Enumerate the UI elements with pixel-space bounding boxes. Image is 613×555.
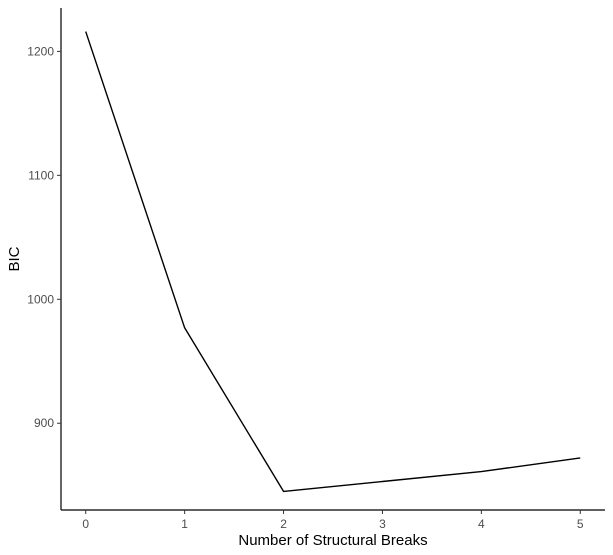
y-tick-label: 1200 xyxy=(27,44,54,58)
series xyxy=(85,31,581,493)
x-tick-label: 2 xyxy=(280,517,287,531)
x-tick-label: 1 xyxy=(181,517,188,531)
x-axis-title: Number of Structural Breaks xyxy=(238,532,427,549)
x-tick-label: 5 xyxy=(577,517,584,531)
axes xyxy=(60,8,605,511)
x-tick-label: 4 xyxy=(478,517,485,531)
x-tick-label: 0 xyxy=(82,517,89,531)
y-tick-label: 900 xyxy=(34,416,54,430)
ticks: 0 1 2 3 4 5 900 1000 1100 1200 xyxy=(27,44,584,531)
x-tick-label: 3 xyxy=(379,517,386,531)
y-tick-label: 1100 xyxy=(28,168,54,182)
series-line xyxy=(85,31,581,493)
y-tick-label: 1000 xyxy=(27,292,54,306)
y-axis-title: BIC xyxy=(6,246,23,271)
